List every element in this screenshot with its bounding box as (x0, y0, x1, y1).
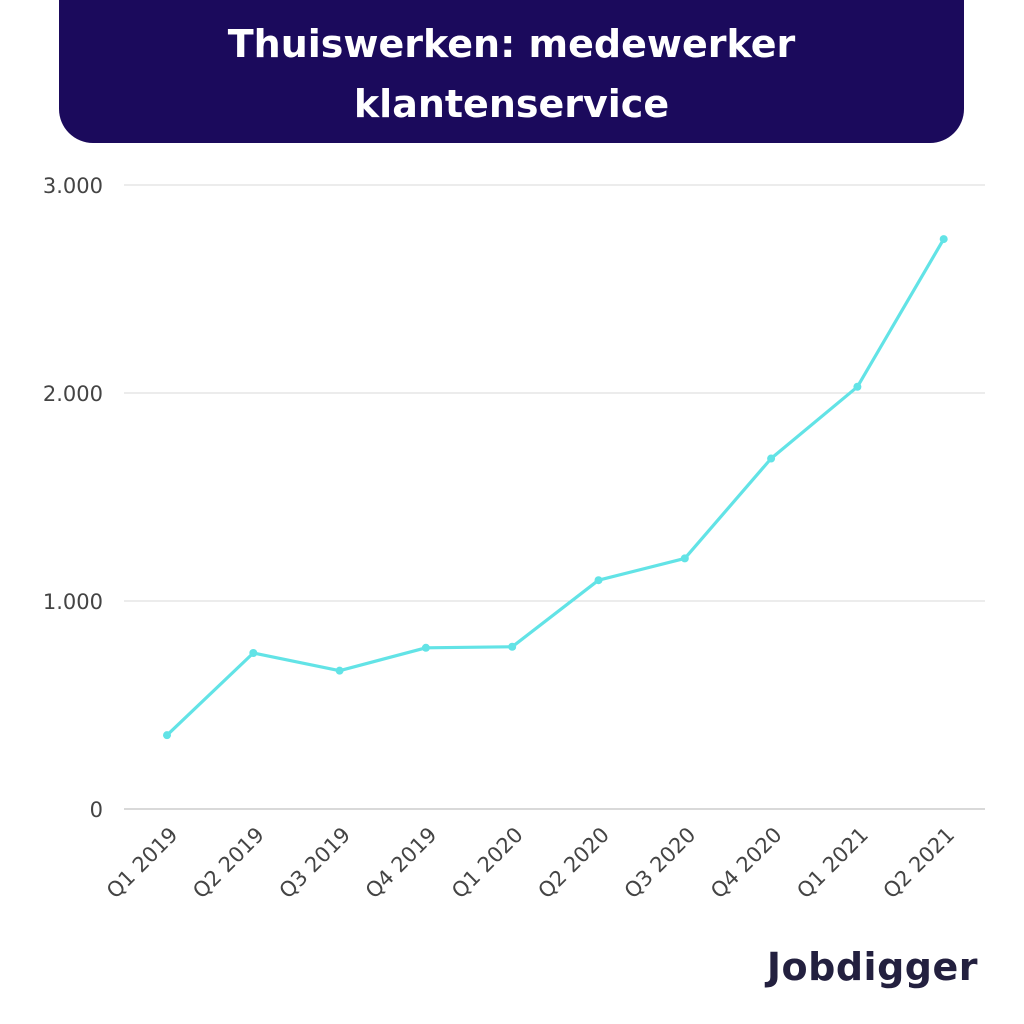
data-point (767, 454, 776, 463)
y-axis-ticks: 0 1.000 2.000 3.000 (43, 174, 103, 822)
y-tick-label: 0 (90, 798, 103, 822)
series-points (163, 235, 948, 740)
x-tick-label: Q2 2021 (879, 823, 960, 904)
data-point (421, 643, 430, 652)
data-point (939, 235, 948, 244)
y-tick-label: 2.000 (43, 382, 103, 406)
x-tick-label: Q1 2021 (792, 823, 873, 904)
data-point (163, 731, 171, 740)
chart-title: Thuiswerken: medewerker klantenservice (227, 21, 796, 126)
x-tick-label: Q3 2019 (275, 823, 356, 904)
data-point (594, 576, 603, 585)
data-point (680, 554, 689, 563)
gridlines (124, 184, 985, 810)
series-line (165, 237, 946, 737)
x-tick-label: Q1 2020 (447, 823, 528, 904)
data-point (335, 666, 344, 675)
data-point (508, 642, 517, 651)
x-tick-label: Q2 2019 (188, 823, 269, 904)
series-line-layer (165, 237, 946, 737)
jobdigger-logo: Jobdigger (766, 945, 978, 989)
x-tick-label: Q4 2019 (361, 823, 442, 904)
title-banner: Thuiswerken: medewerker klantenservice (59, 0, 964, 143)
y-tick-label: 1.000 (43, 590, 103, 614)
data-point (249, 649, 258, 657)
data-point (853, 382, 862, 391)
x-tick-label: Q3 2020 (620, 823, 701, 904)
x-tick-label: Q2 2020 (533, 823, 614, 904)
x-tick-label: Q1 2019 (102, 823, 183, 904)
x-tick-label: Q4 2020 (706, 823, 787, 904)
y-tick-label: 3.000 (43, 174, 103, 198)
x-axis-ticks: Q1 2019 Q2 2019 Q3 2019 Q4 2019 Q1 2020 Q2 20… (102, 823, 959, 904)
